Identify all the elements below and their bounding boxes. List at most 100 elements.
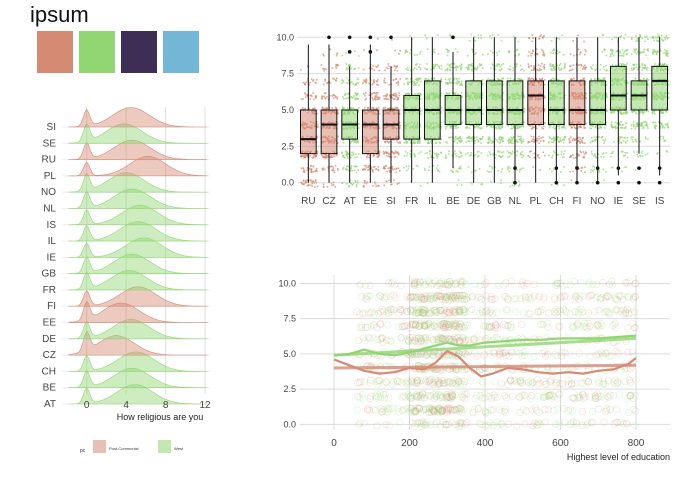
jitter-point [577,48,580,51]
jitter-point [657,33,659,36]
box-category-label: CH [549,196,563,207]
jitter-point [611,51,614,54]
legend-title: pc [80,448,86,454]
jitter-point [315,169,318,172]
jitter-point [620,121,622,123]
box-outlier [513,166,517,170]
jitter-point [355,98,357,101]
jitter-point [528,37,530,40]
jitter-point [583,79,585,82]
jitter-point [515,36,517,39]
jitter-point [590,78,592,80]
scatter-y-tick: 7.5 [283,314,296,324]
jitter-point [581,68,584,70]
scatter-point [504,380,512,389]
jitter-point [661,125,664,128]
jitter-point [523,69,525,72]
scatter-point [448,324,457,332]
jitter-point [341,79,344,81]
jitter-point [394,94,397,97]
scatter-point [458,278,466,286]
jitter-point [308,107,310,110]
jitter-point [553,151,556,154]
jitter-point [594,78,596,80]
ridge-density-cz [68,330,208,356]
box-outlier [554,166,559,170]
jitter-point [314,97,317,99]
jitter-point [508,50,510,52]
jitter-point [583,155,585,158]
jitter-point [493,154,495,157]
jitter-point [631,37,633,39]
jitter-point [419,68,422,71]
jitter-point [357,122,359,125]
jitter-point [486,170,489,172]
jitter-point [468,127,471,129]
jitter-point [562,126,565,128]
jitter-point [455,127,458,129]
jitter-point [414,141,417,144]
jitter-point [620,63,623,66]
jitter-point [324,79,326,82]
jitter-point [592,64,594,67]
jitter-point [440,107,443,109]
jitter-point [487,77,489,80]
jitter-point [302,183,305,185]
jitter-point [550,78,553,81]
jitter-point [551,170,553,173]
jitter-point [558,51,560,54]
jitter-point [577,155,579,157]
legend-key [93,440,106,453]
jitter-point [455,67,457,69]
scatter-point [551,350,559,358]
ridge-density-ie [68,237,208,258]
jitter-point [412,168,415,170]
jitter-point [335,79,337,82]
jitter-point [355,139,358,142]
jitter-point [474,170,477,172]
jitter-point [568,69,571,72]
jitter-point [559,69,561,72]
jitter-point [412,142,415,144]
jitter-point [450,82,452,84]
jitter-point [496,141,499,143]
jitter-point [455,78,458,81]
jitter-point [398,94,401,97]
jitter-point [553,139,555,142]
jitter-point [500,79,502,81]
jitter-point [325,107,328,109]
jitter-point [410,80,412,83]
jitter-point [469,181,472,184]
jitter-point [550,184,553,186]
jitter-point [354,153,357,156]
jitter-point [396,140,398,143]
jitter-point [419,123,421,126]
jitter-point [626,80,628,83]
jitter-point [354,84,357,86]
jitter-point [394,152,396,155]
jitter-point [363,80,366,83]
jitter-point [605,170,607,173]
jitter-point [486,124,489,127]
jitter-point [622,150,624,153]
jitter-point [549,168,551,170]
jitter-point [301,182,303,184]
jitter-point [413,54,416,56]
jitter-point [377,169,380,172]
jitter-point [556,78,559,80]
jitter-point [533,67,535,70]
jitter-point [548,141,550,144]
jitter-point [474,39,476,42]
jitter-point [330,155,332,157]
jitter-point [522,167,524,169]
jitter-point [309,168,312,171]
jitter-point [666,122,669,124]
box-category-label: IL [428,196,437,207]
jitter-point [487,53,489,55]
jitter-point [362,68,365,71]
jitter-point [542,128,545,130]
jitter-point [653,110,656,113]
jitter-point [651,36,654,39]
jitter-point [383,153,385,155]
jitter-point [630,124,633,127]
